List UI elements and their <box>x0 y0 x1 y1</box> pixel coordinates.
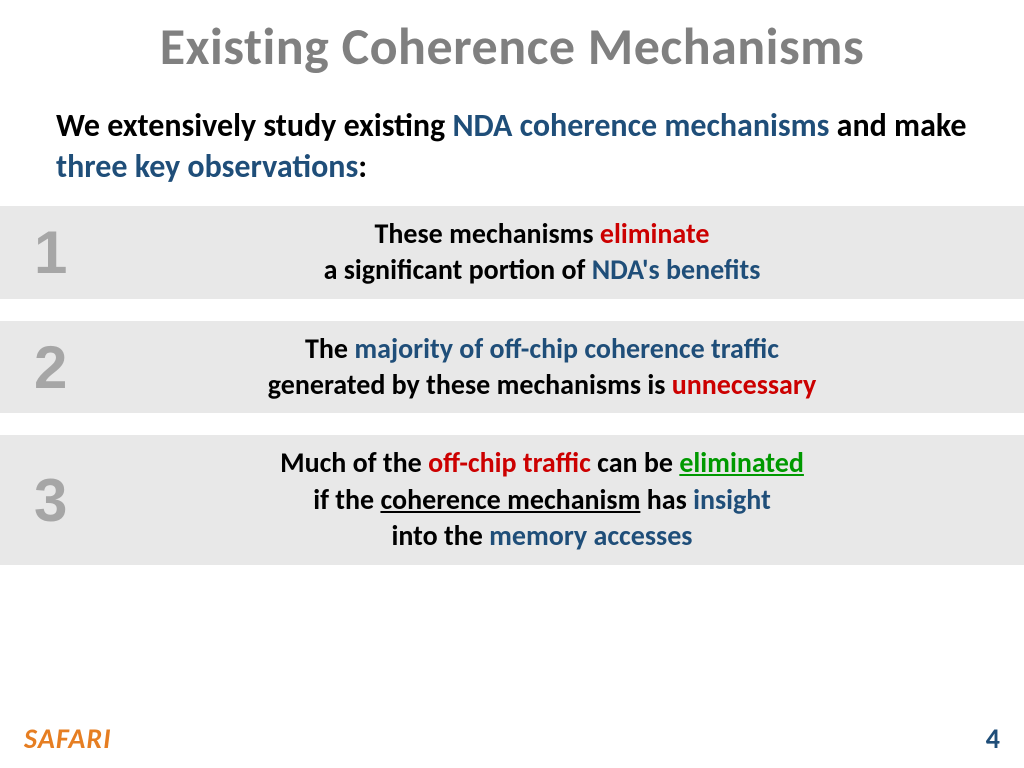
obs2-l2b: unnecessary <box>672 367 816 402</box>
obs3-l1d: eliminated <box>679 445 804 480</box>
obs1-l2b: NDA's benefits <box>592 252 761 287</box>
obs1-l1b: eliminate <box>600 216 710 251</box>
obs3-l2d: insight <box>693 482 771 517</box>
observation-1: 1 These mechanisms eliminate a significa… <box>0 206 1024 299</box>
obs3-l1b: off-chip traffic <box>428 445 591 480</box>
observation-text: These mechanisms eliminate a significant… <box>120 216 1024 289</box>
safari-logo: SAFARI <box>24 721 112 756</box>
obs2-l1b: majority of off-chip coherence traffic <box>354 331 779 366</box>
observation-2: 2 The majority of off-chip coherence tra… <box>0 321 1024 414</box>
intro-highlight-2: three key observations <box>56 147 358 186</box>
obs1-l1a: These mechanisms <box>375 216 600 251</box>
footer: SAFARI 4 <box>0 721 1024 756</box>
obs1-l2a: a significant portion of <box>324 252 592 287</box>
observation-number: 3 <box>0 466 120 535</box>
intro-mid: and make <box>829 106 966 145</box>
obs2-l1a: The <box>305 331 354 366</box>
obs3-l1c: can be <box>591 445 680 480</box>
intro-highlight-1: NDA coherence mechanisms <box>452 106 829 145</box>
page-number: 4 <box>986 721 1000 756</box>
observation-text: Much of the off-chip traffic can be elim… <box>120 445 1024 554</box>
obs3-l3a: into the <box>392 518 490 553</box>
obs3-l2c: has <box>640 482 693 517</box>
intro-suffix: : <box>358 147 367 186</box>
intro-text: We extensively study existing NDA cohere… <box>0 78 1024 206</box>
observation-number: 2 <box>0 333 120 402</box>
obs3-l1a: Much of the <box>280 445 428 480</box>
obs3-l3b: memory accesses <box>489 518 692 553</box>
obs3-l2b: coherence mechanism <box>380 482 640 517</box>
observation-number: 1 <box>0 218 120 287</box>
slide-title: Existing Coherence Mechanisms <box>0 0 1024 78</box>
observation-text: The majority of off-chip coherence traff… <box>120 331 1024 404</box>
observation-3: 3 Much of the off-chip traffic can be el… <box>0 435 1024 564</box>
intro-prefix: We extensively study existing <box>56 106 452 145</box>
obs2-l2a: generated by these mechanisms is <box>268 367 672 402</box>
obs3-l2a: if the <box>313 482 380 517</box>
